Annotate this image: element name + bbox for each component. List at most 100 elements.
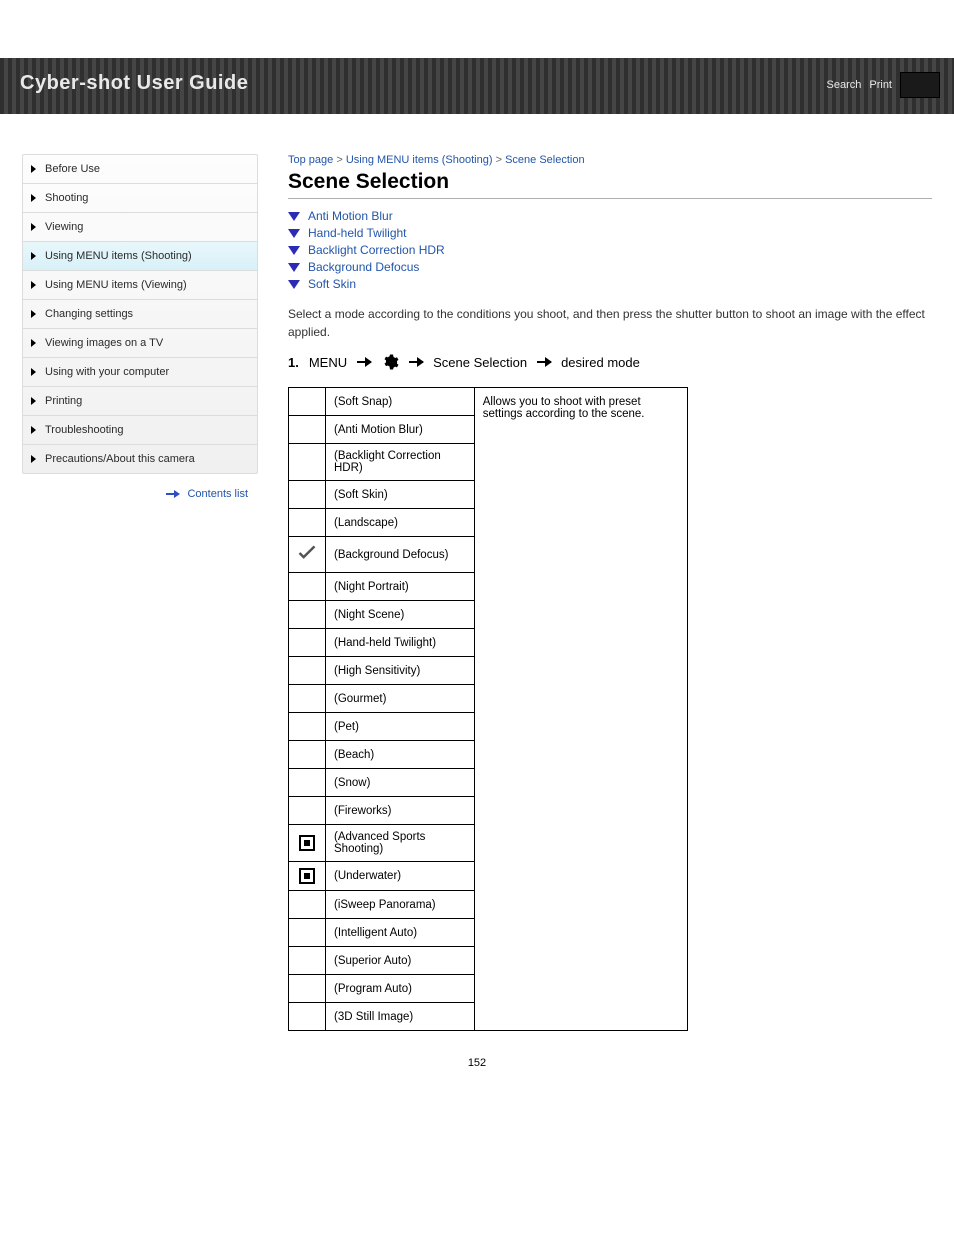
row-icon-cell [289, 769, 326, 797]
path-step3: desired mode [561, 355, 640, 370]
row-label: (High Sensitivity) [326, 657, 475, 685]
arrow-right-icon [537, 361, 551, 363]
sidebar: Before UseShootingViewingUsing MENU item… [22, 154, 258, 1031]
toc-label: Background Defocus [308, 260, 419, 274]
row-label: (Gourmet) [326, 685, 475, 713]
sidebar-item[interactable]: Using MENU items (Viewing) [23, 271, 257, 300]
path-step1: MENU [309, 355, 347, 370]
check-icon [297, 554, 317, 566]
toc-item[interactable]: Backlight Correction HDR [288, 243, 932, 257]
row-label: (Night Scene) [326, 601, 475, 629]
triangle-down-icon [288, 229, 300, 238]
sidebar-item[interactable]: Viewing [23, 213, 257, 242]
triangle-down-icon [288, 263, 300, 272]
triangle-down-icon [288, 280, 300, 289]
row-label: (Hand-held Twilight) [326, 629, 475, 657]
main-content: Top page > Using MENU items (Shooting) >… [288, 154, 932, 1031]
row-label: (Beach) [326, 741, 475, 769]
autofocus-icon [299, 868, 315, 884]
path-step2: Scene Selection [433, 355, 527, 370]
row-label: (iSweep Panorama) [326, 891, 475, 919]
crumb-1[interactable]: Using MENU items (Shooting) [346, 154, 493, 166]
row-icon-cell [289, 629, 326, 657]
row-icon-cell [289, 975, 326, 1003]
toc-label: Anti Motion Blur [308, 209, 393, 223]
contents-list-label[interactable]: Contents list [187, 488, 248, 500]
toc-item[interactable]: Background Defocus [288, 260, 932, 274]
breadcrumb: Top page > Using MENU items (Shooting) >… [288, 154, 932, 166]
row-icon-cell [289, 919, 326, 947]
toc-label: Hand-held Twilight [308, 226, 407, 240]
row-icon-cell [289, 713, 326, 741]
row-label: (Advanced Sports Shooting) [326, 825, 475, 862]
gear-icon [381, 353, 399, 371]
row-label: (Anti Motion Blur) [326, 416, 475, 444]
row-label: (Fireworks) [326, 797, 475, 825]
row-label: (3D Still Image) [326, 1003, 475, 1031]
menu-path: 1. MENU Scene Selection desired mode [288, 353, 932, 371]
table-row: (Soft Snap)Allows you to shoot with pres… [289, 388, 688, 416]
row-label: (Superior Auto) [326, 947, 475, 975]
row-label: (Night Portrait) [326, 573, 475, 601]
options-table: (Soft Snap)Allows you to shoot with pres… [288, 387, 688, 1031]
search-box[interactable] [900, 72, 940, 98]
toc-label: Soft Skin [308, 277, 356, 291]
topbar-right: Search Print [827, 72, 940, 98]
row-label: (Underwater) [326, 862, 475, 891]
description: Select a mode according to the condition… [288, 305, 932, 341]
sidebar-item[interactable]: Shooting [23, 184, 257, 213]
arrow-right-icon [166, 490, 180, 498]
toc-item[interactable]: Soft Skin [288, 277, 932, 291]
arrow-right-icon [357, 361, 371, 363]
row-icon-cell [289, 537, 326, 573]
search-label: Search [827, 79, 862, 91]
contents-list-link[interactable]: Contents list [166, 488, 248, 500]
sidebar-item[interactable]: Viewing images on a TV [23, 329, 257, 358]
sidebar-item[interactable]: Precautions/About this camera [23, 445, 257, 473]
row-label: (Intelligent Auto) [326, 919, 475, 947]
print-label: Print [869, 79, 892, 91]
toc-item[interactable]: Hand-held Twilight [288, 226, 932, 240]
row-label: (Snow) [326, 769, 475, 797]
row-icon-cell [289, 891, 326, 919]
sidebar-item[interactable]: Using with your computer [23, 358, 257, 387]
topbar: Cyber-shot User Guide Search Print [0, 58, 954, 114]
row-icon-cell [289, 509, 326, 537]
description-cell: Allows you to shoot with preset settings… [474, 388, 687, 1031]
sidebar-item[interactable]: Before Use [23, 155, 257, 184]
arrow-right-icon [409, 361, 423, 363]
topbar-title: Cyber-shot User Guide [20, 72, 248, 95]
row-icon-cell [289, 1003, 326, 1031]
sidebar-item[interactable]: Troubleshooting [23, 416, 257, 445]
row-label: (Landscape) [326, 509, 475, 537]
row-icon-cell [289, 657, 326, 685]
sidebar-item[interactable]: Printing [23, 387, 257, 416]
toc-label: Backlight Correction HDR [308, 243, 445, 257]
row-label: (Soft Snap) [326, 388, 475, 416]
crumb-sep: > [336, 154, 345, 166]
row-icon-cell [289, 947, 326, 975]
row-label: (Program Auto) [326, 975, 475, 1003]
row-icon-cell [289, 741, 326, 769]
row-icon-cell [289, 685, 326, 713]
sidebar-nav: Before UseShootingViewingUsing MENU item… [22, 154, 258, 474]
page-number: 152 [0, 1057, 954, 1069]
row-icon-cell [289, 573, 326, 601]
sidebar-item[interactable]: Changing settings [23, 300, 257, 329]
row-label: (Backlight Correction HDR) [326, 444, 475, 481]
row-icon-cell [289, 825, 326, 862]
row-label: (Pet) [326, 713, 475, 741]
autofocus-icon [299, 835, 315, 851]
triangle-down-icon [288, 212, 300, 221]
row-icon-cell [289, 797, 326, 825]
page-title: Scene Selection [288, 170, 932, 199]
sidebar-item[interactable]: Using MENU items (Shooting) [23, 242, 257, 271]
toc-item[interactable]: Anti Motion Blur [288, 209, 932, 223]
row-icon-cell [289, 481, 326, 509]
row-icon-cell [289, 416, 326, 444]
crumb-sep: > [496, 154, 505, 166]
crumb-0[interactable]: Top page [288, 154, 333, 166]
row-label: (Background Defocus) [326, 537, 475, 573]
row-label: (Soft Skin) [326, 481, 475, 509]
triangle-down-icon [288, 246, 300, 255]
